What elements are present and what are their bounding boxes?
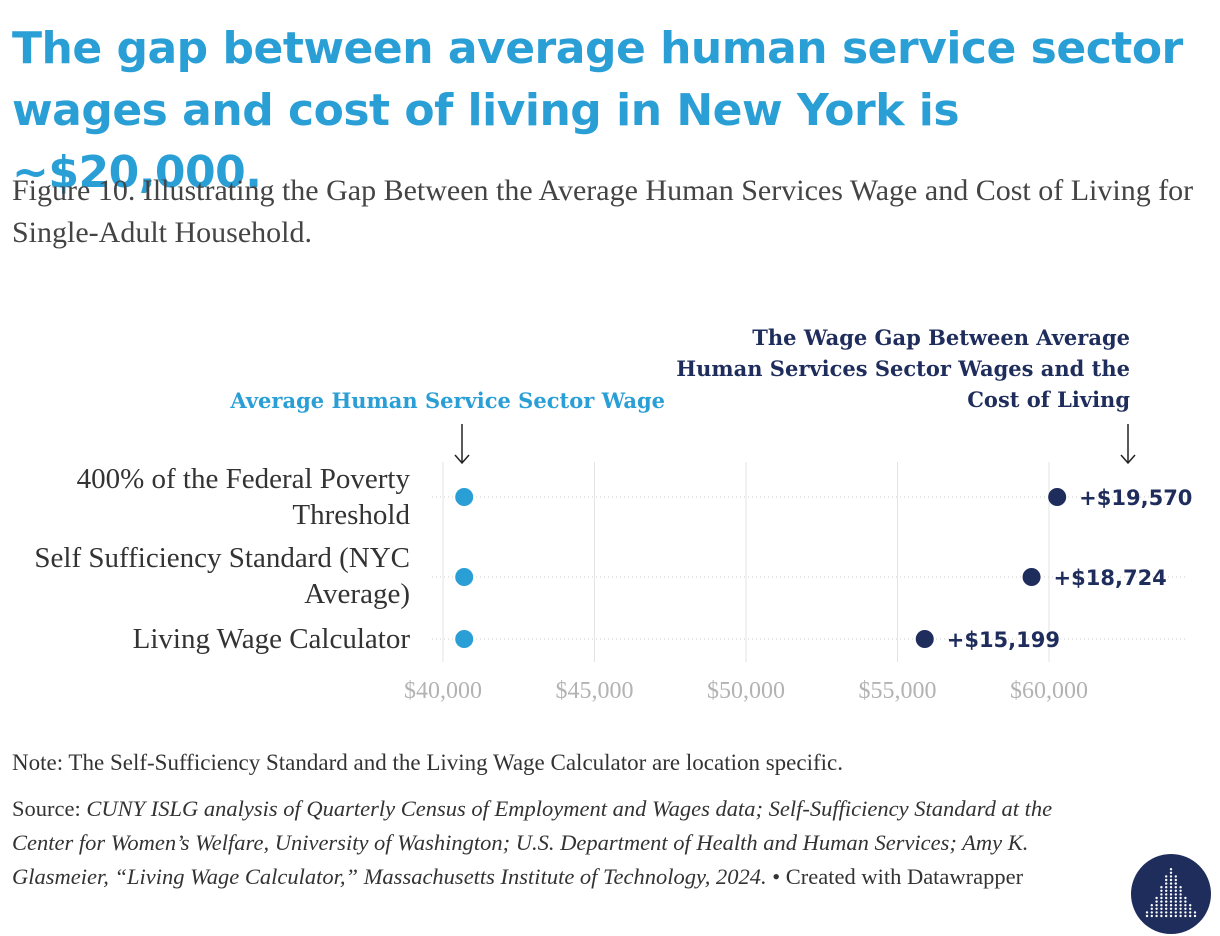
building-logo-icon [1131,854,1211,934]
category-label: Living Wage Calculator [133,623,411,655]
chart-rows: 400% of the Federal Poverty Threshold +$19… [34,463,1192,655]
chart-subtitle: Figure 10. Illustrating the Gap Between … [12,174,1194,249]
wage-dot [455,488,474,506]
annotation-wage-gap: Human Services Sector Wages and the [676,356,1130,381]
gap-value-label: +$15,199 [947,628,1060,652]
source-text: CUNY ISLG analysis of Quarterly Census o… [12,796,1053,889]
source-suffix: • Created with Datawrapper [766,864,1024,889]
category-label: Threshold [292,499,410,531]
wage-dot [455,568,474,586]
annotation-wage-gap: The Wage Gap Between Average [752,325,1130,350]
chart-annotations: Average Human Service Sector Wage The Wag… [229,325,1136,465]
x-tick-label: $40,000 [404,678,482,704]
arrow-down-icon-head [454,454,470,465]
gap-value-label: +$18,724 [1054,566,1167,590]
chart-headline: The gap between average human service se… [12,23,1183,198]
cost-of-living-dot [1048,488,1067,506]
cost-of-living-dot [915,630,934,648]
category-label: Self Sufficiency Standard (NYC [34,542,410,574]
x-tick-label: $55,000 [859,678,937,704]
category-label: Average) [304,578,410,610]
category-label: 400% of the Federal Poverty [77,463,411,495]
x-axis: $40,000 $45,000 $50,000 $55,000 $60,000 [404,678,1088,704]
cost-of-living-dot [1022,568,1041,586]
source-prefix: Source: [12,796,87,821]
arrow-down-icon-head [1120,454,1136,465]
gap-value-label: +$19,570 [1079,486,1192,510]
dumbbell-chart: 400% of the Federal Poverty Threshold +$19… [34,325,1192,704]
x-tick-label: $45,000 [556,678,634,704]
x-tick-label: $50,000 [707,678,785,704]
chart-note: Note: The Self-Sufficiency Standard and … [12,750,843,775]
annotation-average-wage: Average Human Service Sector Wage [229,388,665,413]
wage-dot [455,630,474,648]
annotation-wage-gap: Cost of Living [967,387,1130,412]
chart-source: Source: CUNY ISLG analysis of Quarterly … [12,792,1112,894]
x-tick-label: $60,000 [1010,678,1088,704]
